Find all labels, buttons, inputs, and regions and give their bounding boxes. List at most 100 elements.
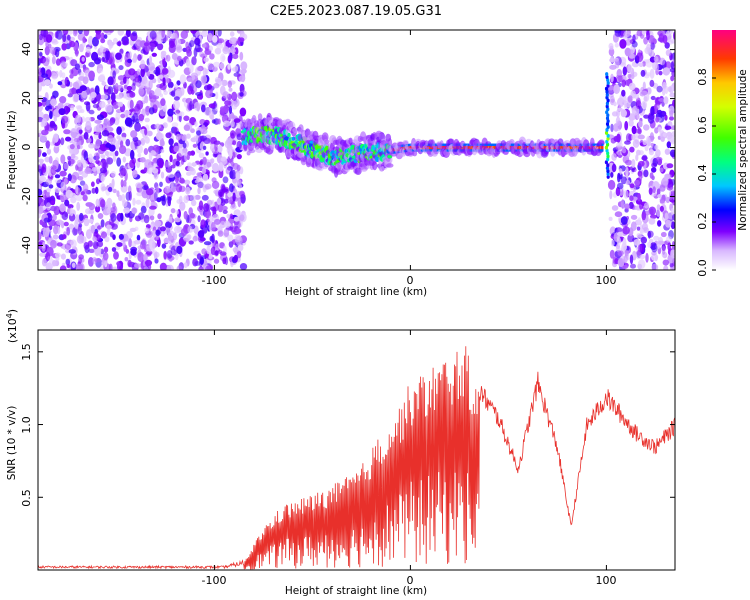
noise-cell — [97, 114, 104, 120]
noise-cell — [123, 157, 126, 163]
noise-cell — [40, 176, 46, 182]
noise-cell — [630, 264, 636, 269]
noise-cell — [83, 76, 89, 84]
noise-cell — [159, 182, 163, 187]
noise-cell — [632, 41, 638, 48]
noise-cell — [621, 90, 625, 97]
noise-cell — [144, 42, 149, 46]
noise-cell — [610, 124, 613, 132]
noise-cell — [94, 58, 101, 65]
noise-cell — [168, 199, 171, 207]
noise-cell — [101, 81, 106, 86]
noise-cell — [150, 100, 153, 108]
noise-cell — [60, 137, 64, 145]
noise-cell — [164, 186, 170, 194]
noise-cell — [103, 118, 110, 128]
noise-cell — [49, 111, 53, 119]
noise-cell — [662, 181, 668, 186]
signal-halo-cell — [372, 161, 377, 170]
noise-cell — [659, 71, 663, 76]
noise-cell — [59, 171, 66, 177]
noise-cell — [640, 229, 644, 235]
noise-cell — [74, 94, 80, 102]
noise-cell — [70, 208, 74, 217]
colorbar-tick-label: 0.2 — [696, 212, 709, 230]
noise-cell — [626, 133, 631, 142]
noise-cell — [630, 254, 633, 264]
noise-cell — [224, 221, 231, 229]
noise-cell — [161, 197, 166, 206]
noise-cell — [88, 154, 93, 163]
noise-cell — [176, 184, 182, 193]
noise-cell — [153, 70, 159, 75]
noise-cell — [105, 104, 112, 113]
noise-cell — [103, 162, 109, 169]
noise-cell — [232, 140, 236, 145]
bottom-x-tick-label: -100 — [202, 574, 227, 587]
noise-cell — [617, 183, 624, 190]
noise-cell — [149, 90, 155, 97]
noise-cell — [631, 215, 637, 220]
noise-cell — [73, 82, 79, 89]
noise-cell — [181, 228, 187, 236]
noise-cell — [57, 242, 63, 246]
noise-cell — [628, 120, 633, 127]
noise-cell — [167, 250, 173, 259]
noise-cell — [118, 103, 123, 108]
noise-cell — [160, 93, 163, 97]
noise-cell — [666, 236, 672, 242]
noise-cell — [120, 168, 126, 176]
noise-cell — [202, 168, 206, 175]
noise-cell — [135, 39, 142, 48]
noise-cell — [657, 110, 662, 115]
noise-cell — [194, 47, 198, 57]
noise-cell — [78, 225, 82, 235]
noise-cell — [638, 161, 645, 167]
noise-cell — [650, 172, 654, 179]
noise-cell — [115, 151, 119, 157]
noise-cell — [648, 114, 655, 124]
noise-cell — [119, 145, 126, 154]
noise-cell — [669, 110, 673, 117]
noise-cell — [615, 227, 622, 232]
noise-cell — [176, 246, 182, 254]
noise-cell — [168, 232, 172, 241]
noise-cell — [107, 76, 113, 85]
noise-cell — [210, 158, 214, 163]
noise-cell — [134, 240, 141, 245]
noise-cell — [46, 188, 51, 192]
noise-cell — [120, 213, 123, 222]
noise-cell — [240, 108, 247, 117]
noise-cell — [174, 84, 178, 89]
noise-cell — [144, 215, 150, 223]
noise-cell — [84, 27, 90, 37]
noise-cell — [158, 159, 164, 168]
noise-cell — [127, 59, 132, 63]
noise-cell — [82, 195, 87, 202]
bottom-y-tick-label: 1.0 — [20, 416, 33, 434]
noise-cell — [169, 217, 173, 223]
noise-cell — [608, 180, 615, 190]
noise-cell — [197, 67, 202, 71]
noise-cell — [229, 48, 236, 53]
noise-cell — [208, 63, 214, 70]
noise-cell — [44, 218, 51, 223]
noise-cell — [222, 206, 228, 211]
bottom-x-tick-label: 100 — [596, 574, 617, 587]
noise-cell — [230, 130, 236, 139]
noise-cell — [209, 46, 213, 52]
noise-cell — [667, 163, 674, 168]
noise-cell — [651, 167, 656, 173]
noise-cell — [613, 102, 617, 107]
top-y-tick-label: 40 — [20, 42, 33, 56]
noise-cell — [125, 139, 130, 146]
noise-cell — [651, 96, 656, 100]
noise-cell — [237, 141, 242, 150]
noise-cell — [230, 226, 237, 232]
noise-cell — [611, 240, 615, 247]
noise-cell — [616, 134, 621, 143]
noise-cell — [93, 104, 99, 108]
noise-cell — [203, 174, 209, 182]
noise-cell — [94, 258, 101, 262]
noise-cell — [150, 150, 156, 156]
